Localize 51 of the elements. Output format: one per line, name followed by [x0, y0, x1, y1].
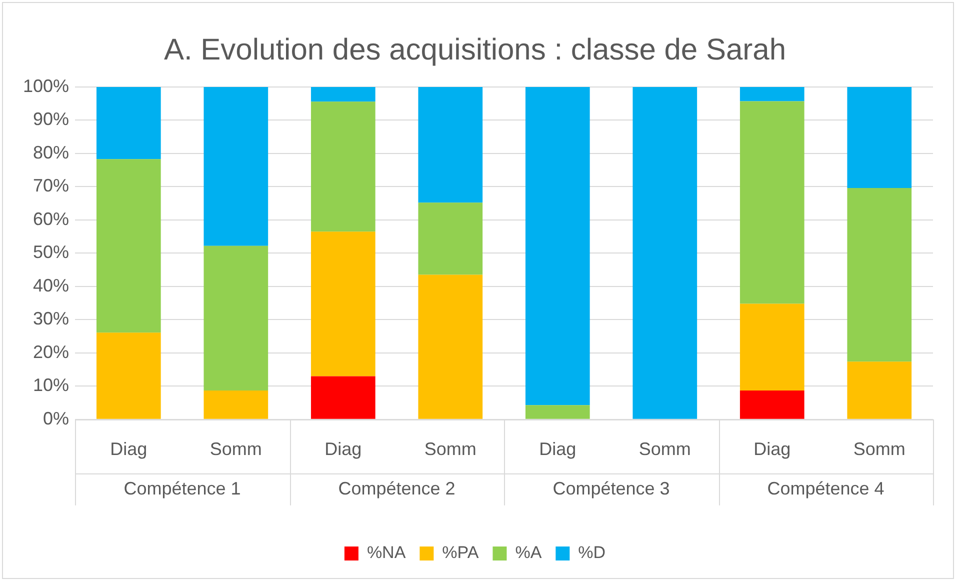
- bar: [418, 87, 483, 203]
- chart-title: A. Evolution des acquisitions : classe de Sarah: [164, 33, 786, 66]
- legend-label: %PA: [442, 543, 480, 562]
- bar: [310, 102, 376, 232]
- y-tick-label: 10%: [33, 375, 70, 396]
- legend-label: %A: [515, 543, 542, 562]
- text: Compétence 2: [338, 478, 456, 498]
- legend-label: %D: [578, 543, 606, 562]
- bar: [204, 246, 268, 390]
- bar: [740, 87, 804, 102]
- bar: [740, 390, 804, 419]
- bar: [310, 376, 376, 419]
- y-tick-label: 90%: [33, 109, 70, 130]
- y-tick-label: 40%: [33, 275, 70, 296]
- bar: [847, 362, 912, 419]
- bar: [96, 87, 161, 160]
- bar: [525, 405, 590, 419]
- x-tick-label: Somm: [853, 439, 906, 460]
- bar: [632, 87, 698, 419]
- bar: [740, 304, 804, 390]
- text: Compétence 3: [552, 478, 670, 498]
- text: Compétence 1: [124, 478, 241, 498]
- y-tick-label: 0%: [43, 408, 70, 428]
- bar: [847, 188, 912, 362]
- bar: [847, 87, 912, 188]
- bar: [310, 232, 376, 376]
- x-tick-label: Diag: [324, 439, 362, 460]
- bar: [96, 332, 161, 419]
- bar: [310, 87, 376, 102]
- y-tick-label: 30%: [33, 308, 70, 329]
- y-tick-label: 60%: [33, 208, 70, 229]
- bar: [740, 101, 804, 304]
- bar: [418, 202, 483, 275]
- y-tick-label: 100%: [22, 76, 70, 96]
- bar: [204, 87, 268, 246]
- x-tick-label: Somm: [210, 439, 262, 460]
- x-tick-label: Somm: [638, 439, 691, 460]
- bar: [525, 87, 590, 406]
- x-tick-label: Diag: [754, 439, 791, 460]
- x-tick-label: Somm: [424, 439, 476, 460]
- bar: [96, 159, 161, 333]
- x-tick-label: Diag: [539, 439, 576, 460]
- bar: [418, 274, 483, 419]
- y-tick-label: 70%: [33, 176, 70, 196]
- y-tick-label: 20%: [33, 342, 70, 362]
- text: Compétence 4: [767, 478, 884, 498]
- y-tick-label: 80%: [33, 142, 70, 162]
- bar: [204, 390, 268, 419]
- y-tick-label: 50%: [33, 242, 70, 262]
- legend-label: %NA: [366, 543, 406, 562]
- x-tick-label: Diag: [110, 439, 148, 460]
